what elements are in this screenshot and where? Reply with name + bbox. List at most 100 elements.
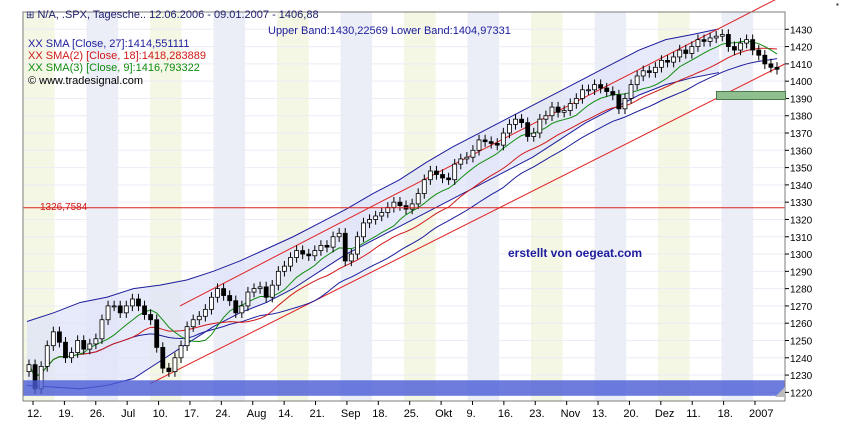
sma9-line (28, 40, 778, 378)
candle-body (87, 343, 93, 350)
candle-body (500, 132, 506, 146)
y-tick-label: 1350 (790, 164, 813, 175)
candle-body (768, 63, 774, 68)
candle-body (458, 158, 464, 165)
candle-body (336, 232, 342, 238)
candle-body (257, 286, 263, 290)
candle-body (519, 118, 524, 124)
candle-body (342, 232, 348, 262)
candle-body (719, 34, 725, 37)
candle-body (756, 49, 762, 56)
candle-body (251, 288, 257, 293)
horizontal-reference-line (23, 207, 785, 396)
candle-body (482, 139, 488, 143)
x-tick-label: 19. (58, 408, 73, 420)
candle-body (659, 60, 664, 68)
candle-body (507, 123, 512, 134)
legend-sma18: XX SMA(2) [Close, 18]:1418,283889 (28, 50, 206, 62)
y-tick-label: 1250 (790, 336, 813, 347)
expand-icon[interactable]: ⊞ (26, 10, 35, 21)
x-tick-label: 18. (718, 408, 733, 420)
candle-body (695, 39, 701, 47)
chart-title: ⊞ N/A, .SPX, Tagesche.. 12.06.2006 - 09.… (26, 9, 319, 21)
candle-body (154, 319, 160, 348)
sma27-line (28, 58, 778, 378)
candle-body (57, 331, 62, 343)
candles (26, 29, 780, 395)
y-tick-label: 1240 (790, 354, 813, 365)
candle-body (555, 106, 561, 113)
candle-body (494, 142, 500, 146)
x-tick-label: 2007 (749, 408, 773, 420)
x-tick-label: 13. (592, 408, 607, 420)
background-band (499, 12, 531, 401)
plot-frame (22, 11, 786, 402)
y-axis-handle-icon[interactable]: ▪ (836, 0, 839, 9)
sma18-line (28, 47, 778, 378)
candle-body (294, 250, 299, 258)
background-band (245, 12, 277, 401)
candle-body (427, 170, 433, 181)
legend-sma9: XX SMA(3) [Close, 9]:1416,793322 (28, 62, 200, 74)
y-tick-label: 1430 (790, 25, 813, 36)
candle-body (373, 215, 379, 220)
candle-body (215, 288, 220, 298)
candle-body (744, 39, 749, 44)
candle-body (732, 46, 737, 51)
background-band (435, 12, 468, 401)
candle-body (640, 70, 646, 77)
x-tick-label: 20. (623, 408, 638, 420)
candle-body (592, 84, 597, 91)
y-tick-label: 1220 (790, 388, 813, 399)
candle-body (282, 265, 287, 272)
band-values: Upper Band:1430,22569 Lower Band:1404,97… (268, 25, 511, 37)
x-tick-label: 21. (310, 408, 325, 420)
candle-body (269, 284, 275, 298)
candle-body (470, 149, 476, 158)
candle-body (44, 345, 50, 367)
candle-body (683, 49, 689, 54)
x-tick-label: 16. (498, 408, 513, 420)
candle-body (123, 305, 129, 314)
x-tick-label: Dez (655, 408, 675, 420)
candle-body (616, 94, 622, 110)
copyright-text: © www.tradesignal.com (28, 75, 144, 87)
candle-body (50, 331, 56, 347)
candle-body (239, 305, 245, 314)
candle-body (348, 253, 354, 262)
hline-label: 1326,7584 (40, 202, 88, 213)
candle-body (440, 174, 445, 179)
candle-body (330, 236, 336, 248)
y-tick-label: 1330 (790, 198, 813, 209)
candle-body (361, 222, 366, 238)
candle-body (148, 314, 154, 321)
y-tick-label: 1290 (790, 267, 813, 278)
candle-body (774, 66, 780, 70)
lower-band-line (26, 72, 720, 390)
candle-body (142, 305, 147, 315)
candle-body (263, 286, 269, 298)
background-band (308, 12, 341, 401)
candle-body (598, 84, 604, 89)
candle-body (324, 244, 330, 248)
x-tick-label: 25. (404, 408, 419, 420)
watermark-text: erstellt von oegeat.com (508, 246, 643, 260)
candle-body (762, 54, 768, 65)
candle-body (275, 270, 281, 286)
candle-body (245, 291, 251, 307)
y-axis: 1220 1230 1240 1250 1260 1270 1280 1290 1300 1310… (785, 25, 813, 399)
candle-body (397, 201, 403, 207)
candle-body (707, 37, 713, 42)
candle-body (628, 84, 634, 99)
candle-body (488, 141, 494, 144)
candle-body (75, 340, 81, 353)
x-tick-label: Okt (435, 408, 452, 420)
y-tick-label: 1300 (790, 250, 813, 261)
y-tick-label: 1260 (790, 319, 813, 330)
candle-body (537, 118, 543, 134)
candle-body (476, 139, 482, 151)
y-tick-label: 1280 (790, 285, 813, 296)
candle-body (354, 236, 360, 255)
y-tick-label: 1390 (790, 94, 813, 105)
y-axis-scroll-marker[interactable] (716, 91, 786, 100)
